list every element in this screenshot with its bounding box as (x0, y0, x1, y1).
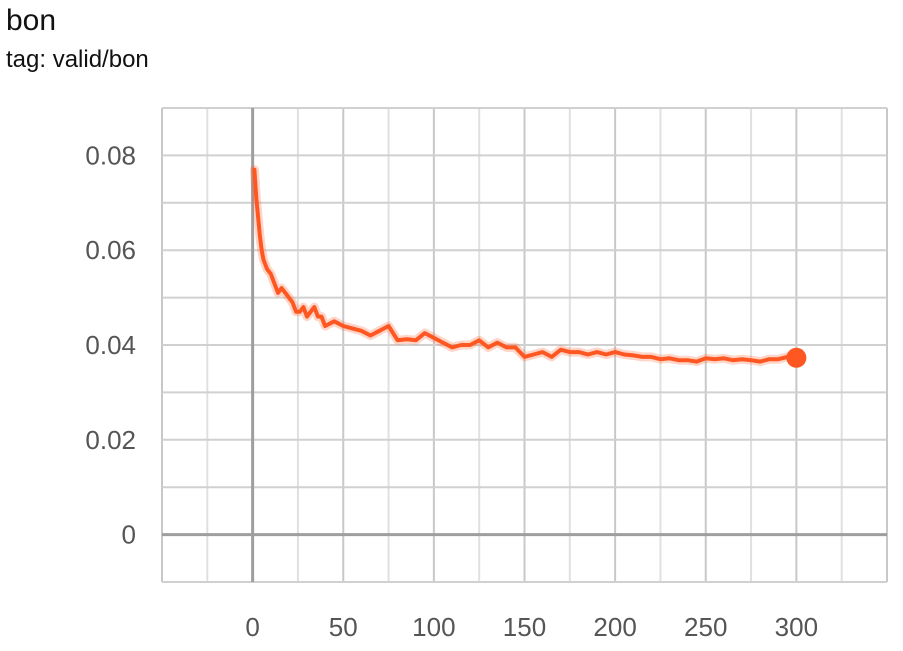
series-group (249, 165, 807, 368)
chart-tag: tag: valid/bon (6, 46, 149, 73)
series-line (252, 167, 799, 364)
axes (162, 108, 887, 582)
chart-title: bon (6, 4, 57, 37)
x-tick-label: 50 (329, 612, 358, 642)
series-end-point[interactable] (786, 347, 807, 368)
y-tick-label: 0 (122, 520, 136, 550)
x-tick-label: 100 (412, 612, 455, 642)
y-tick-label: 0.04 (85, 330, 136, 360)
x-tick-label: 300 (775, 612, 818, 642)
x-tick-label: 250 (684, 612, 727, 642)
y-tick-label: 0.02 (85, 425, 136, 455)
x-tick-label: 0 (245, 612, 259, 642)
y-tick-label: 0.08 (85, 140, 136, 170)
y-tick-label: 0.06 (85, 235, 136, 265)
x-tick-label: 150 (503, 612, 546, 642)
tick-labels: 0 50 100 150 200 250 300 0 0.02 0.04 0.06 0.08 (85, 140, 818, 642)
x-tick-label: 200 (593, 612, 636, 642)
grid-lines (161, 107, 888, 583)
